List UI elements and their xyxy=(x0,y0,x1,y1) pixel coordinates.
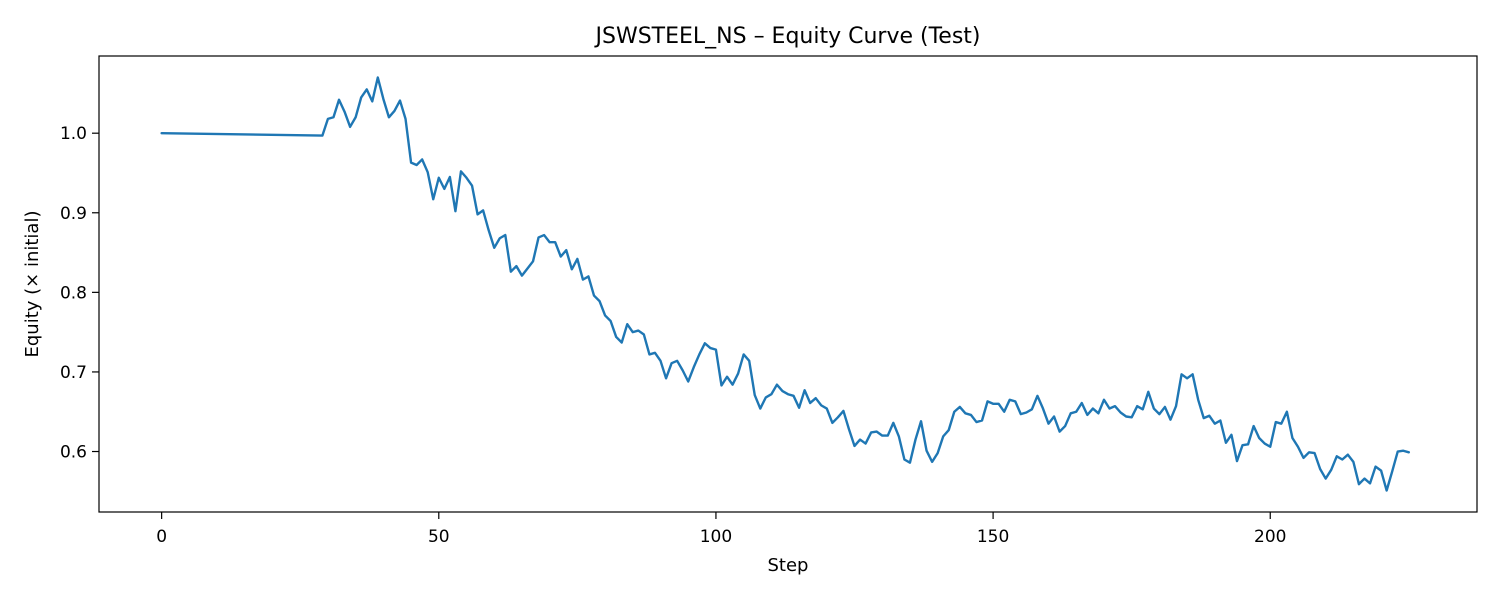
x-tick-label: 0 xyxy=(156,527,167,547)
equity-line xyxy=(160,76,1411,492)
y-tick-label: 0.7 xyxy=(60,363,87,383)
chart-title: JSWSTEEL_NS – Equity Curve (Test) xyxy=(593,24,980,49)
y-tick-label: 1.0 xyxy=(60,124,87,144)
x-axis: 0 50 100 150 200 xyxy=(156,512,1286,547)
y-tick-label: 0.8 xyxy=(60,283,87,303)
x-axis-label: Step xyxy=(768,555,809,576)
x-tick-label: 150 xyxy=(977,527,1009,547)
y-tick-label: 0.6 xyxy=(60,443,87,463)
x-tick-label: 100 xyxy=(700,527,732,547)
x-tick-label: 200 xyxy=(1254,527,1286,547)
y-tick-label: 0.9 xyxy=(60,204,87,224)
y-axis: 0.6 0.7 0.8 0.9 1.0 xyxy=(60,124,99,463)
x-tick-label: 50 xyxy=(428,527,450,547)
y-axis-label: Equity (× initial) xyxy=(22,211,43,358)
plot-area-frame xyxy=(98,55,1478,513)
